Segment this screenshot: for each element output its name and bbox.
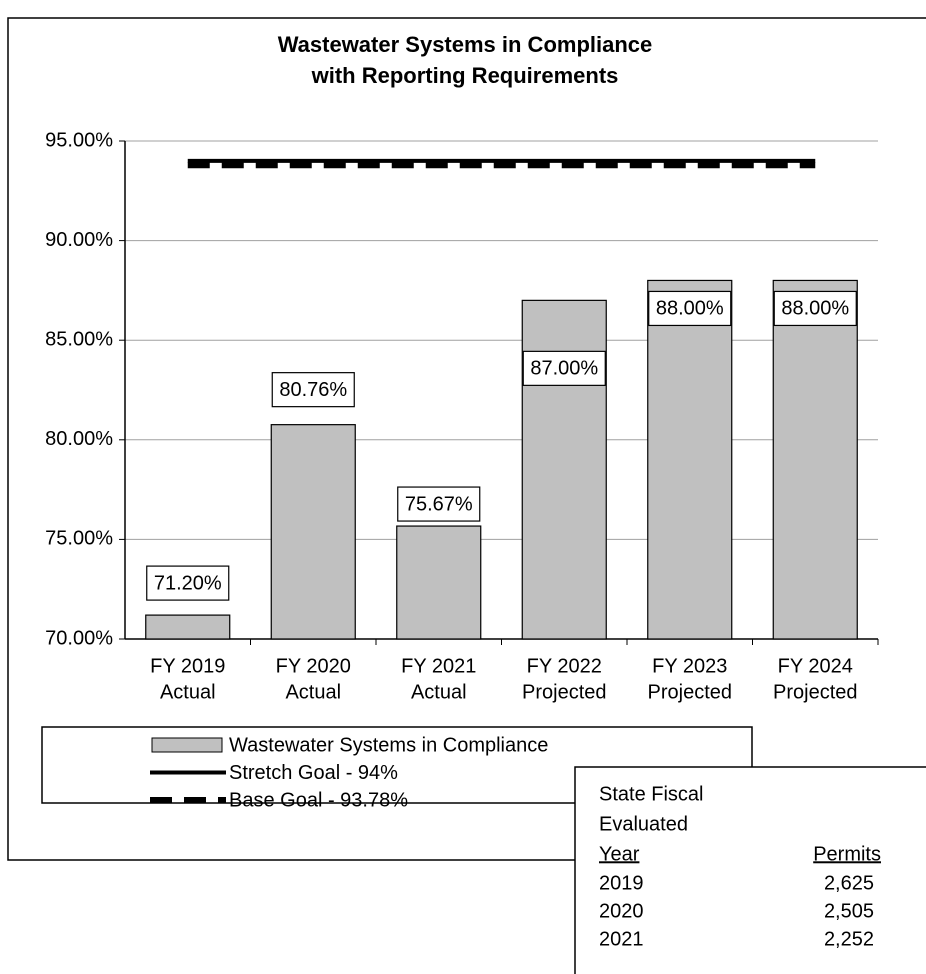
table-cell: 2019 (599, 872, 644, 894)
x-tick-label: FY 2024 (778, 655, 853, 677)
x-tick-label: FY 2020 (276, 655, 351, 677)
table-cell: 2,625 (824, 872, 874, 894)
data-label-box (146, 565, 230, 601)
data-label-box (773, 290, 857, 327)
bar (772, 279, 858, 640)
table-column: Permits (813, 843, 881, 865)
table-header: Evaluated (599, 813, 688, 835)
x-tick-label: Projected (522, 681, 607, 703)
y-tick-label: 75.00% (45, 528, 113, 550)
data-label: 80.76% (279, 379, 347, 401)
data-label-box (522, 350, 606, 386)
y-tick-label: 90.00% (45, 229, 113, 251)
table-cell: 2,252 (824, 928, 874, 950)
x-tick-label: Actual (160, 681, 216, 703)
y-tick-label: 85.00% (45, 328, 113, 350)
data-label-box (397, 486, 481, 522)
table-cell: 2020 (599, 900, 644, 922)
data-label: 75.67% (405, 493, 473, 515)
x-tick-label: Actual (411, 681, 467, 703)
bar (145, 614, 231, 640)
table-cell: 2021 (599, 928, 644, 950)
x-tick-label: FY 2021 (401, 655, 476, 677)
data-label: 88.00% (781, 298, 849, 320)
chart-title: with Reporting Requirements (311, 63, 619, 88)
bar (270, 424, 356, 640)
x-tick-label: Projected (773, 681, 858, 703)
x-tick-label: Projected (648, 681, 733, 703)
x-tick-label: FY 2022 (527, 655, 602, 677)
table-cell: 2,505 (824, 900, 874, 922)
y-tick-label: 80.00% (45, 428, 113, 450)
x-tick-label: FY 2023 (652, 655, 727, 677)
permit-table (574, 766, 926, 974)
legend-label: Wastewater Systems in Compliance (229, 734, 548, 756)
data-label: 88.00% (656, 298, 724, 320)
legend-label: Stretch Goal - 94% (229, 762, 398, 784)
bar (647, 279, 733, 640)
x-tick-label: FY 2019 (150, 655, 225, 677)
legend-swatch (151, 737, 223, 753)
data-label-box (648, 290, 732, 327)
y-tick-label: 95.00% (45, 129, 113, 151)
data-label: 87.00% (530, 358, 598, 380)
data-label-box (271, 372, 355, 408)
x-tick-label: Actual (285, 681, 341, 703)
chart-frame (7, 17, 926, 861)
chart-title: Wastewater Systems in Compliance (278, 32, 653, 57)
y-tick-label: 70.00% (45, 627, 113, 649)
data-label: 71.20% (154, 572, 222, 594)
table-header: State Fiscal (599, 783, 703, 805)
legend-label: Base Goal - 93.78% (229, 789, 408, 811)
table-column: Year (599, 843, 640, 865)
bar (396, 525, 482, 640)
